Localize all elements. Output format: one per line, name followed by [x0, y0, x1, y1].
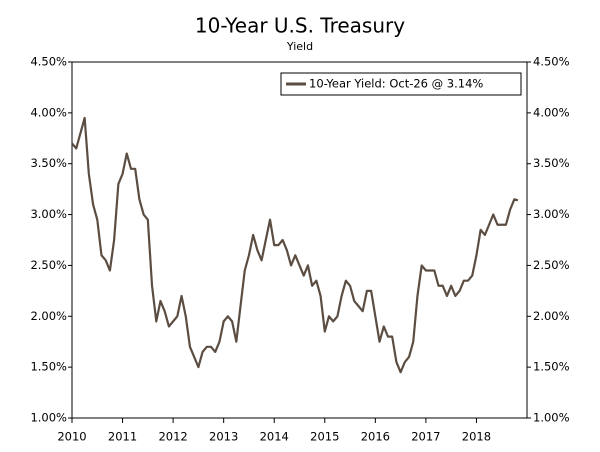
y2-tick-label: 1.00%: [533, 411, 570, 425]
y2-tick-label: 4.50%: [533, 55, 570, 69]
x-tick-label: 2015: [310, 430, 339, 444]
x-tick-label: 2014: [260, 430, 289, 444]
y2-tick-label: 4.00%: [533, 105, 570, 119]
x-tick-label: 2016: [361, 430, 390, 444]
chart-title: 10-Year U.S. Treasury: [195, 14, 405, 38]
y-tick-label: 2.50%: [30, 258, 67, 272]
x-tick-label: 2010: [57, 430, 86, 444]
x-tick-label: 2013: [209, 430, 238, 444]
x-tick-label: 2017: [411, 430, 440, 444]
y-tick-label: 1.50%: [30, 360, 67, 374]
series-line: [71, 116, 519, 374]
x-tick-label: 2018: [462, 430, 491, 444]
x-tick-label: 2011: [108, 430, 137, 444]
y2-tick-label: 2.00%: [533, 309, 570, 323]
y2-tick-label: 1.50%: [533, 360, 570, 374]
y-tick-label: 1.00%: [30, 411, 67, 425]
chart-subtitle: Yield: [286, 40, 313, 53]
legend-label: 10-Year Yield: Oct-26 @ 3.14%: [309, 77, 483, 91]
y-tick-label: 4.50%: [30, 55, 67, 69]
y2-tick-label: 3.00%: [533, 207, 570, 221]
y2-tick-label: 3.50%: [533, 156, 570, 170]
legend-box: [280, 72, 522, 96]
x-tick-label: 2012: [158, 430, 187, 444]
y-tick-label: 2.00%: [30, 309, 67, 323]
y-tick-label: 4.00%: [30, 105, 67, 119]
plot-frame: [71, 61, 528, 419]
y-tick-label: 3.50%: [30, 156, 67, 170]
y2-tick-label: 2.50%: [533, 258, 570, 272]
y-tick-label: 3.00%: [30, 207, 67, 221]
